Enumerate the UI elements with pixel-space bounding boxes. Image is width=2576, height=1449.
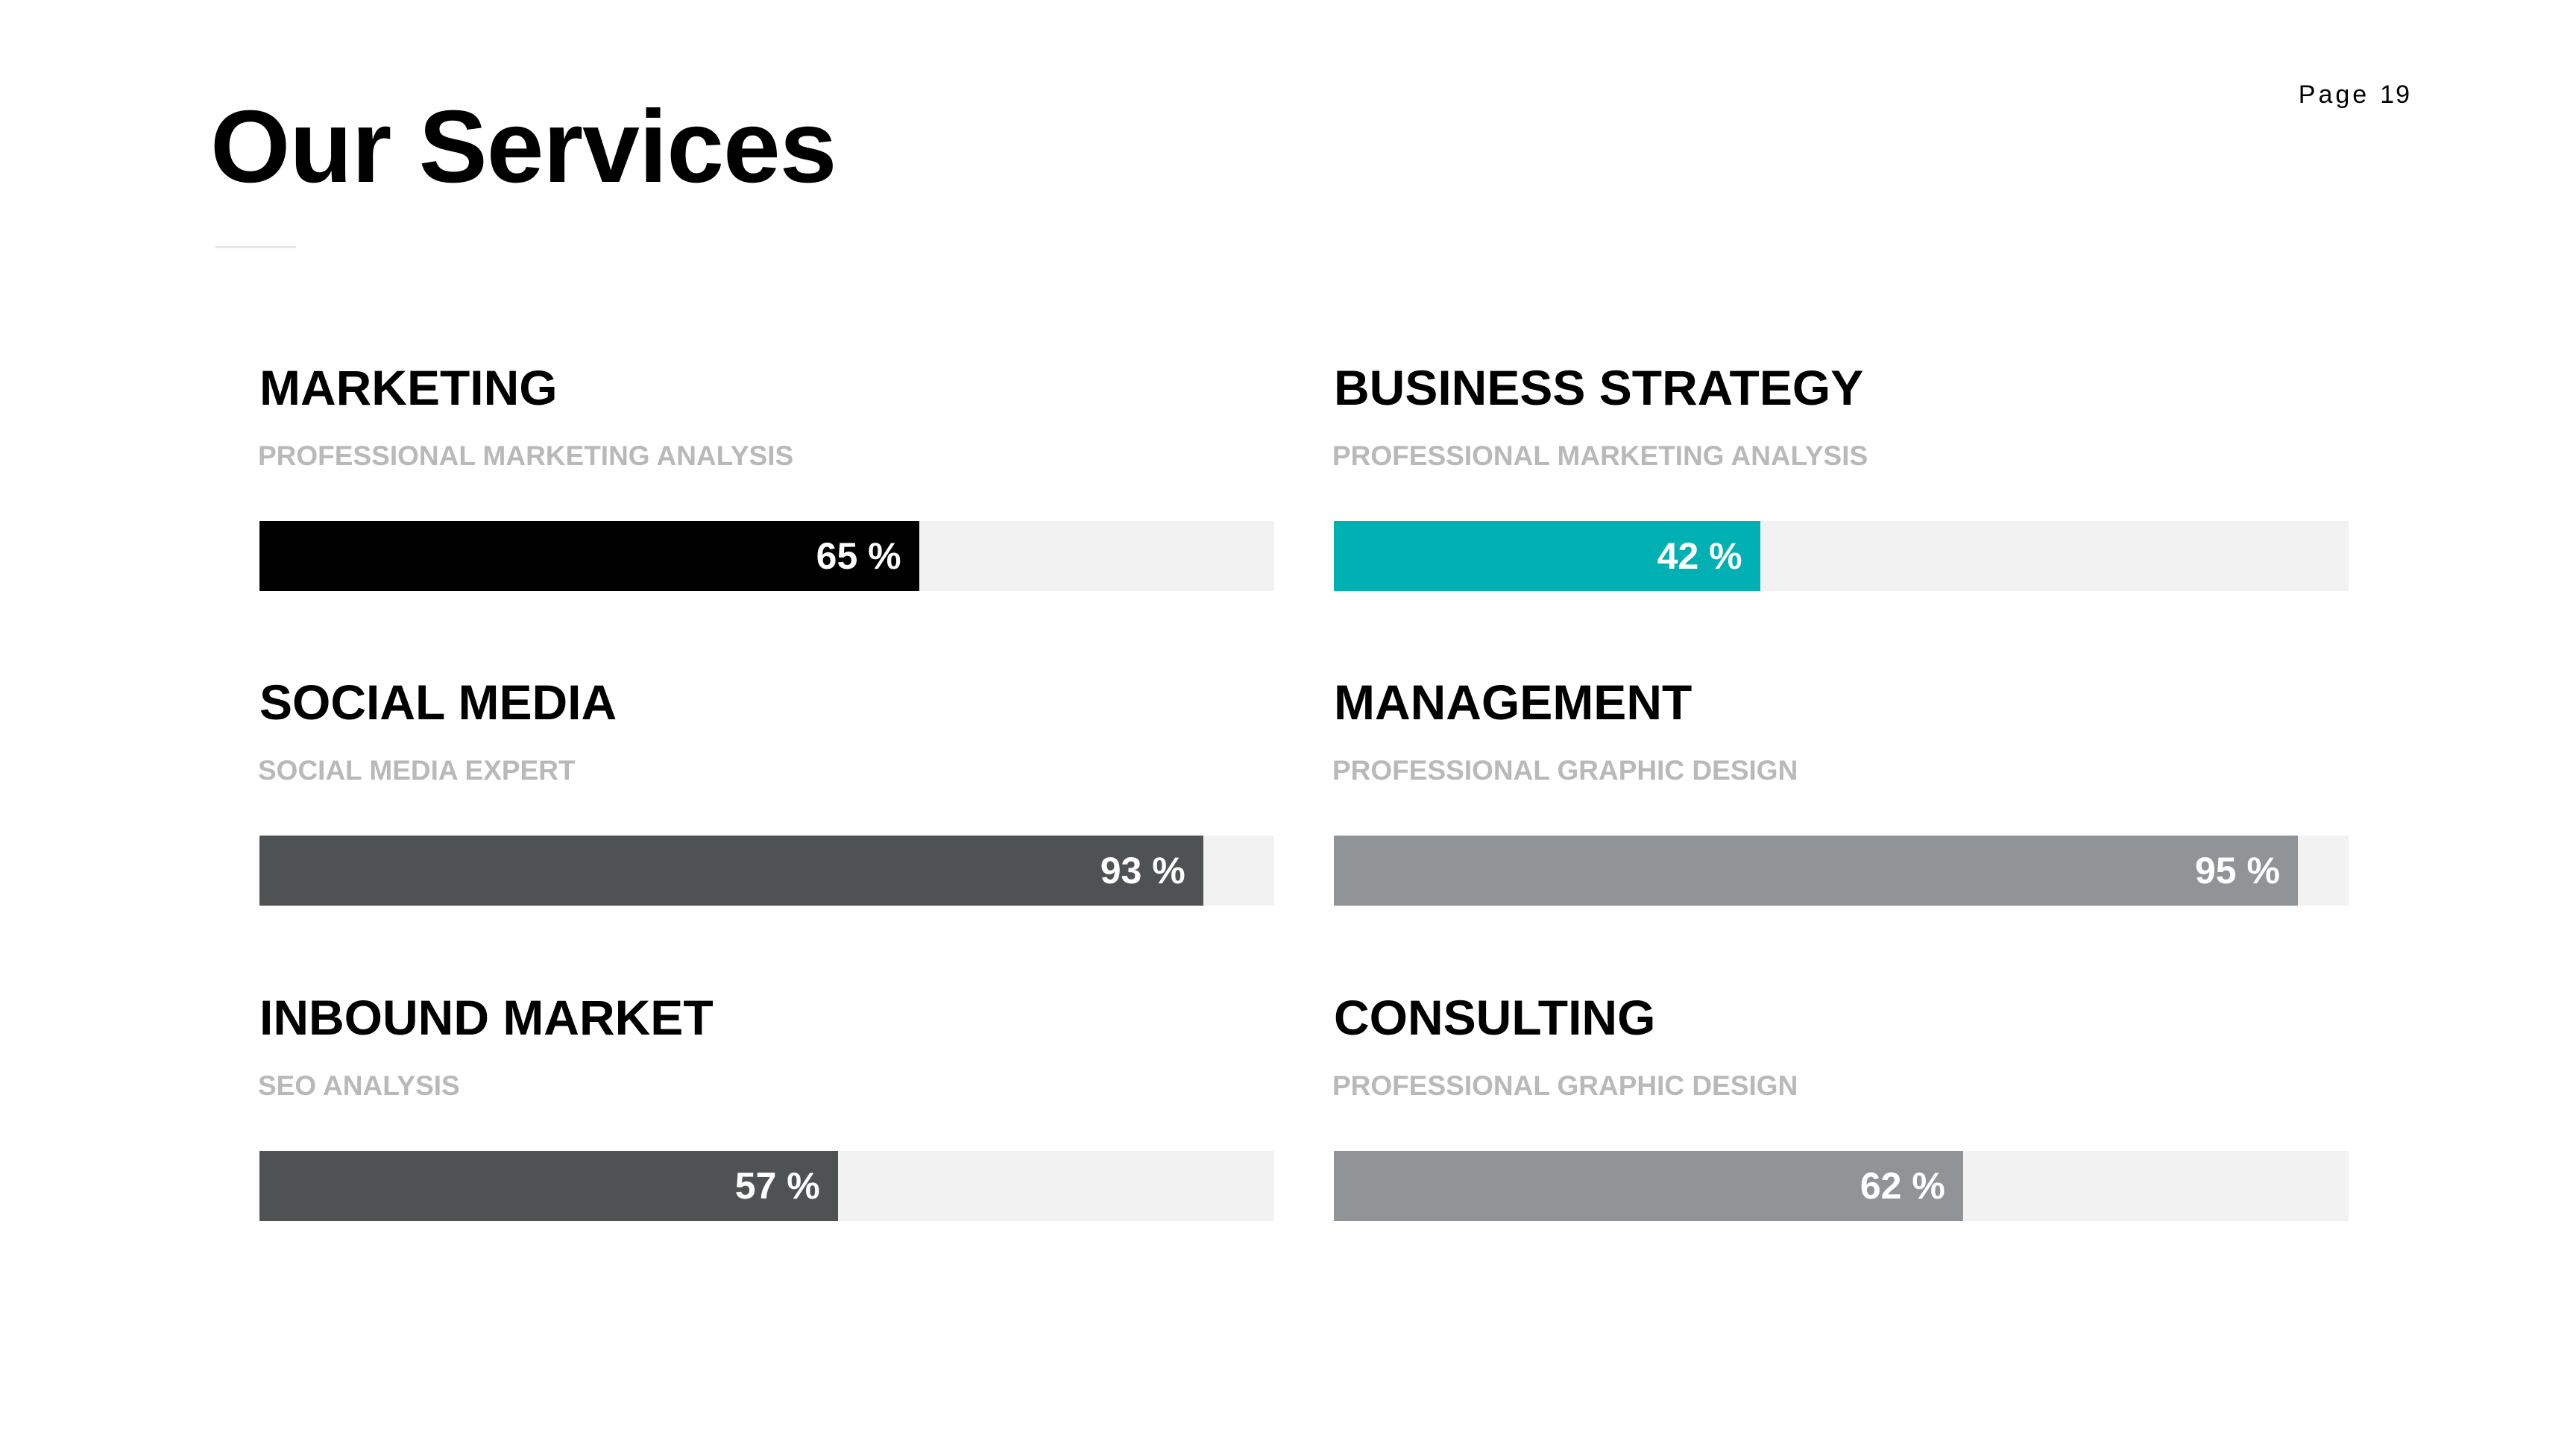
progress-value: 65 % [816, 535, 901, 577]
progress-fill: 95 % [1334, 836, 2298, 906]
service-name: INBOUND MARKET [259, 990, 714, 1045]
service-subtitle: PROFESSIONAL GRAPHIC DESIGN [1332, 1070, 1798, 1101]
progress-fill: 42 % [1334, 521, 1760, 591]
service-subtitle: PROFESSIONAL MARKETING ANALYSIS [258, 441, 794, 471]
progress-value: 57 % [734, 1165, 820, 1207]
service-name: MANAGEMENT [1334, 675, 1692, 730]
page-number-value: 19 [2380, 80, 2411, 109]
title-underline [215, 246, 296, 248]
progress-fill: 62 % [1334, 1151, 1963, 1221]
service-name: CONSULTING [1334, 990, 1656, 1045]
service-name: MARKETING [259, 360, 558, 415]
service-subtitle: PROFESSIONAL MARKETING ANALYSIS [1332, 441, 1868, 471]
page-number: Page 19 [2299, 80, 2411, 110]
progress-value: 42 % [1657, 535, 1742, 577]
service-name: BUSINESS STRATEGY [1334, 360, 1864, 415]
progress-track: 62 % [1334, 1151, 2349, 1221]
progress-value: 62 % [1859, 1165, 1945, 1207]
page-title: Our Services [210, 89, 837, 204]
progress-track: 95 % [1334, 836, 2349, 906]
progress-fill: 57 % [259, 1151, 838, 1221]
progress-track: 93 % [259, 836, 1274, 906]
service-subtitle: SEO ANALYSIS [258, 1070, 460, 1101]
progress-value: 95 % [2194, 850, 2280, 891]
service-subtitle: PROFESSIONAL GRAPHIC DESIGN [1332, 755, 1798, 786]
progress-track: 65 % [259, 521, 1274, 591]
progress-value: 93 % [1100, 850, 1185, 891]
service-name: SOCIAL MEDIA [259, 675, 617, 730]
progress-fill: 93 % [259, 836, 1203, 906]
progress-track: 42 % [1334, 521, 2349, 591]
page-label: Page [2298, 80, 2370, 109]
progress-fill: 65 % [259, 521, 919, 591]
service-subtitle: SOCIAL MEDIA EXPERT [258, 755, 576, 786]
progress-track: 57 % [259, 1151, 1274, 1221]
